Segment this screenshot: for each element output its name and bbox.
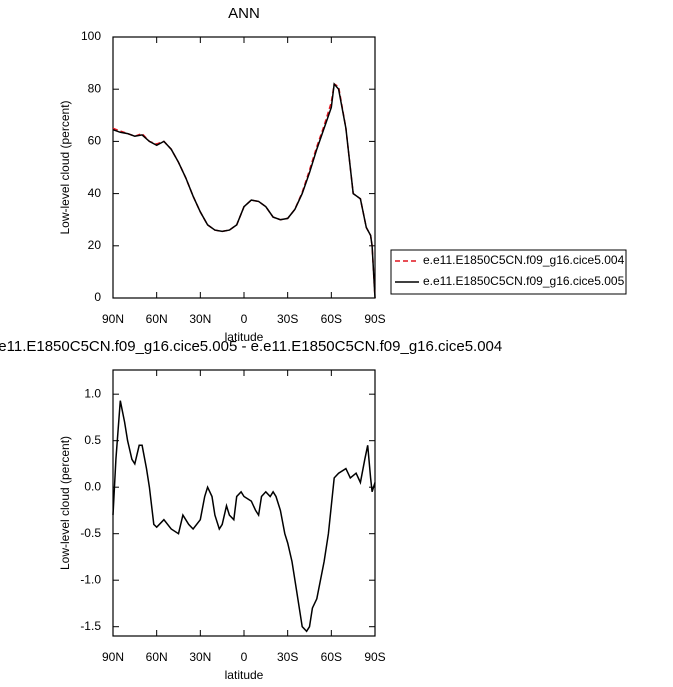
y-tick-label: 60 — [88, 134, 102, 148]
chart-title: e.e11.E1850C5CN.f09_g16.cice5.005 - e.e1… — [0, 338, 502, 355]
plot-frame — [112, 369, 376, 637]
legend-box — [390, 249, 627, 295]
data-line — [112, 82, 376, 299]
y-tick-label: 0.0 — [84, 479, 101, 493]
x-tick-label: 30N — [189, 312, 211, 326]
y-axis-label: Low-level cloud (percent) — [58, 436, 72, 570]
y-tick-label: -1.0 — [80, 572, 101, 586]
x-tick-label: 60N — [146, 650, 168, 664]
x-tick-label: 60S — [321, 312, 342, 326]
y-tick-label: 20 — [88, 238, 102, 252]
y-tick-label: 100 — [81, 29, 101, 43]
data-line — [112, 400, 376, 633]
y-tick-label: -0.5 — [80, 526, 101, 540]
x-tick-label: 30S — [277, 650, 298, 664]
x-tick-label: 90N — [102, 650, 124, 664]
x-tick-label: 30S — [277, 312, 298, 326]
y-axis-label: Low-level cloud (percent) — [58, 100, 72, 234]
y-tick-label: 0 — [94, 290, 101, 304]
plot-frame — [112, 36, 376, 299]
x-tick-label: 60N — [146, 312, 168, 326]
legend-label: e.e11.E1850C5CN.f09_g16.cice5.004 — [423, 253, 625, 267]
x-tick-label: 60S — [321, 650, 342, 664]
y-tick-label: 80 — [88, 81, 102, 95]
legend-label: e.e11.E1850C5CN.f09_g16.cice5.005 — [423, 274, 625, 288]
y-tick-label: 1.0 — [84, 386, 101, 400]
x-axis-label: latitude — [225, 330, 264, 344]
y-tick-label: -1.5 — [80, 619, 101, 633]
x-tick-label: 90N — [102, 312, 124, 326]
x-tick-label: 90S — [364, 312, 385, 326]
x-tick-label: 30N — [189, 650, 211, 664]
x-tick-label: 0 — [241, 650, 248, 664]
chart-title: ANN — [228, 5, 260, 22]
y-tick-label: 0.5 — [84, 433, 101, 447]
x-tick-label: 90S — [364, 650, 385, 664]
x-axis-label: latitude — [225, 668, 264, 682]
x-tick-label: 0 — [241, 312, 248, 326]
y-tick-label: 40 — [88, 186, 102, 200]
data-line — [112, 82, 376, 299]
